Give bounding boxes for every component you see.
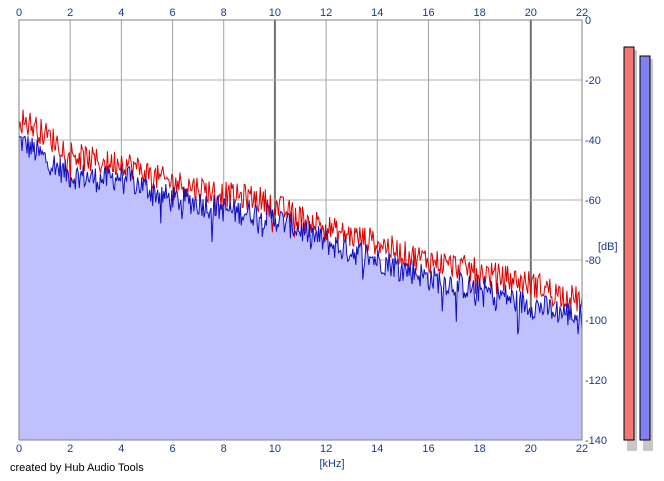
x-tick-label-top: 8 bbox=[221, 7, 227, 19]
x-tick-label-bottom: 0 bbox=[16, 443, 22, 455]
x-tick-label-top: 22 bbox=[576, 7, 588, 19]
x-tick-label-bottom: 6 bbox=[169, 443, 175, 455]
x-tick-label-bottom: 18 bbox=[474, 443, 486, 455]
y-axis-label: [dB] bbox=[598, 241, 618, 253]
y-tick-label: -140 bbox=[585, 435, 607, 447]
y-tick-label: -100 bbox=[585, 315, 607, 327]
x-tick-label-top: 12 bbox=[320, 7, 332, 19]
y-tick-label: -60 bbox=[585, 195, 601, 207]
x-tick-label-bottom: 12 bbox=[320, 443, 332, 455]
x-tick-label-bottom: 22 bbox=[576, 443, 588, 455]
y-ticks: -20 -40 -60 -80 -100 -120 -140 bbox=[585, 75, 607, 447]
y-tick-label: -120 bbox=[585, 375, 607, 387]
x-ticks-top: 0 2 4 6 8 10 12 14 16 18 20 22 bbox=[16, 7, 588, 19]
x-tick-label-bottom: 2 bbox=[67, 443, 73, 455]
x-tick-label-top: 14 bbox=[371, 7, 383, 19]
y-tick-label: -80 bbox=[585, 255, 601, 267]
level-meter-right bbox=[639, 55, 651, 441]
x-tick-label-bottom: 16 bbox=[422, 443, 434, 455]
x-tick-label-bottom: 8 bbox=[221, 443, 227, 455]
x-tick-label-bottom: 20 bbox=[525, 443, 537, 455]
x-tick-label-top: 0 bbox=[16, 7, 22, 19]
x-tick-label-top: 16 bbox=[422, 7, 434, 19]
spectrum-line-red bbox=[18, 109, 583, 312]
x-tick-label-top: 6 bbox=[169, 7, 175, 19]
x-axis-label: [kHz] bbox=[319, 458, 344, 470]
x-ticks-bottom: 0 2 4 6 8 10 12 14 16 18 20 22 bbox=[16, 443, 588, 455]
x-tick-label-bottom: 10 bbox=[269, 443, 281, 455]
x-tick-label-top: 18 bbox=[474, 7, 486, 19]
spectrum-fill bbox=[19, 135, 582, 441]
spectrum-lines bbox=[18, 109, 583, 335]
y-tick-label: -20 bbox=[585, 75, 601, 87]
credit-text: created by Hub Audio Tools bbox=[10, 462, 144, 474]
x-tick-label-bottom: 4 bbox=[118, 443, 124, 455]
plot-border bbox=[18, 19, 583, 441]
y-tick-top: 0 bbox=[585, 15, 591, 27]
spectrum-area-fill bbox=[19, 135, 582, 441]
x-tick-label-top: 2 bbox=[67, 7, 73, 19]
y-tick-label: -40 bbox=[585, 135, 601, 147]
spectrum-line-blue bbox=[18, 135, 583, 335]
level-meters bbox=[623, 46, 653, 451]
x-tick-label-bottom: 14 bbox=[371, 443, 383, 455]
x-tick-label-top: 20 bbox=[525, 7, 537, 19]
x-tick-label-top: 4 bbox=[118, 7, 124, 19]
x-tick-label-top: 10 bbox=[269, 7, 281, 19]
level-meter-left bbox=[623, 46, 635, 441]
